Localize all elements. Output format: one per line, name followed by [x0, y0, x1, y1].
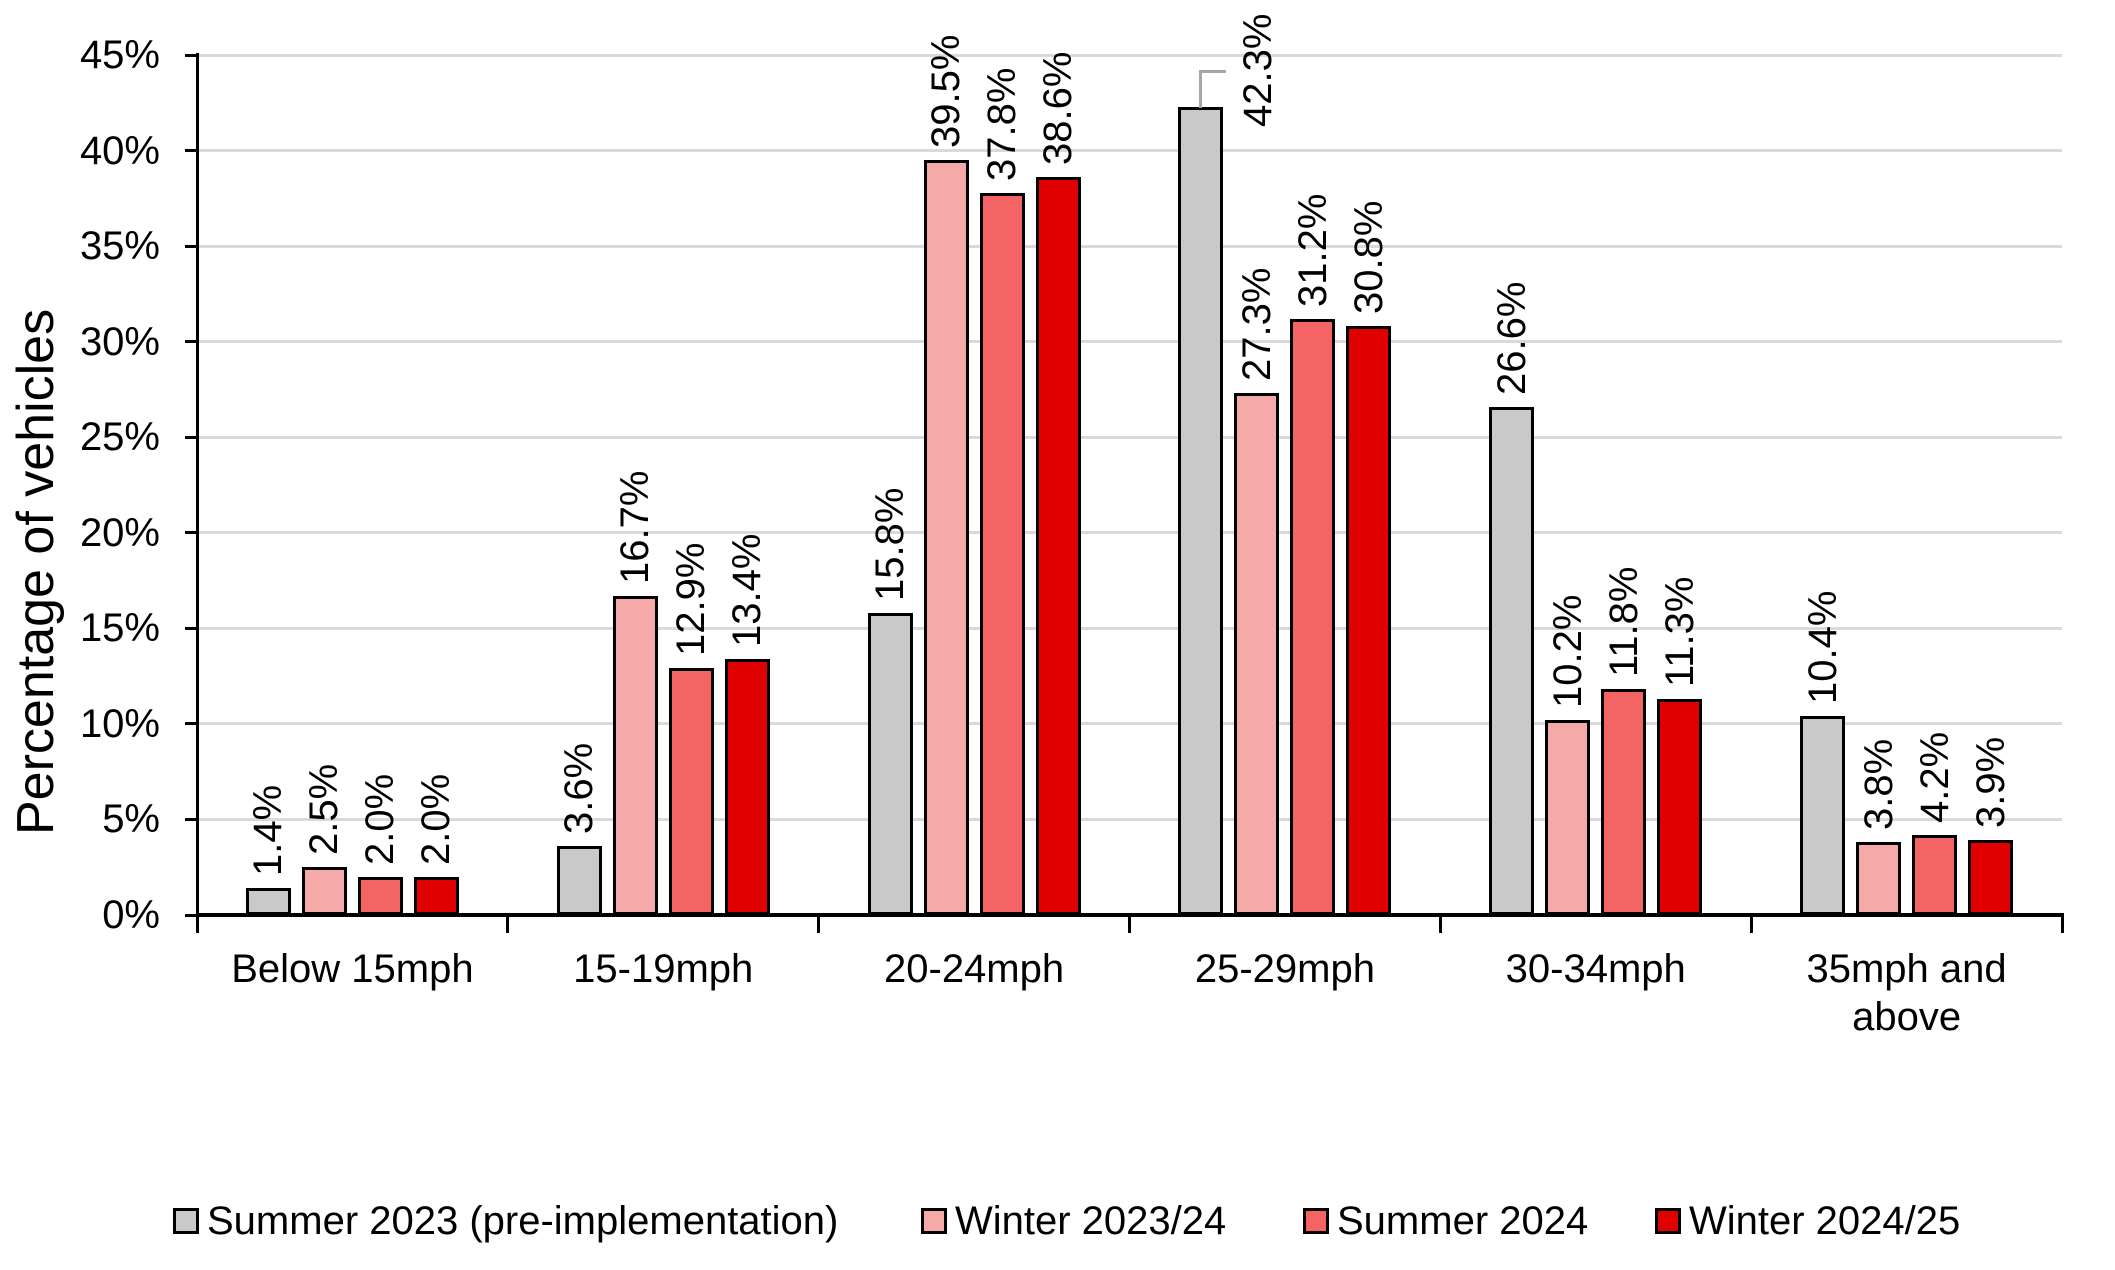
y-axis-tick [185, 626, 197, 630]
bar [867, 613, 913, 915]
gridline [197, 626, 2062, 630]
bar [1912, 834, 1958, 915]
y-tick-label: 20% [79, 510, 160, 555]
x-axis-tick [1749, 915, 1753, 933]
y-tick-label: 10% [79, 701, 160, 746]
bar [1800, 716, 1846, 915]
gridline [197, 53, 2062, 57]
bar [979, 192, 1025, 915]
bar [556, 846, 602, 915]
gridline [197, 817, 2062, 821]
x-axis-tick [817, 915, 821, 933]
category-label: Below 15mph [231, 947, 474, 991]
y-axis-tick [185, 149, 197, 153]
y-axis-tick [185, 435, 197, 439]
bar [1489, 406, 1535, 915]
legend-item: Summer 2024 [1303, 1196, 1588, 1246]
category-label: 15-19mph [573, 947, 754, 991]
leader-line-horizontal [1199, 69, 1226, 73]
y-axis-tick [185, 244, 197, 248]
bar [724, 658, 770, 915]
gridline [197, 244, 2062, 248]
legend-swatch [921, 1208, 947, 1234]
x-axis-tick [1438, 915, 1442, 933]
gridline [197, 340, 2062, 344]
y-axis-tick [185, 53, 197, 57]
y-tick-label: 25% [79, 415, 160, 460]
gridline [197, 531, 2062, 535]
y-axis-tick [185, 340, 197, 344]
y-tick-label: 45% [79, 33, 160, 77]
x-axis-tick [1128, 915, 1131, 933]
legend-item: Winter 2023/24 [921, 1196, 1226, 1246]
bar [413, 876, 459, 915]
gridline [197, 149, 2062, 153]
gridline [197, 435, 2062, 439]
bar [668, 668, 714, 915]
bar [1601, 689, 1647, 915]
category-label: 25-29mph [1194, 947, 1375, 991]
x-axis-tick [506, 915, 510, 933]
legend-item: Winter 2024/25 [1655, 1196, 1960, 1246]
bar [1178, 106, 1224, 915]
bar [1968, 840, 2014, 915]
y-axis-tick [185, 722, 197, 726]
bar [357, 876, 403, 915]
bar [612, 595, 658, 915]
legend-label: Summer 2024 [1337, 1199, 1589, 1243]
legend-label: Summer 2023 (pre-implementation) [207, 1199, 839, 1243]
y-tick-label: 15% [79, 606, 160, 651]
legend-label: Winter 2023/24 [955, 1199, 1227, 1243]
y-tick-label: 35% [79, 224, 160, 269]
y-axis-tick [185, 531, 197, 535]
bar [1657, 699, 1703, 915]
category-label: 20-24mph [884, 947, 1065, 991]
y-axis-tick [185, 817, 197, 821]
bar [1234, 393, 1280, 915]
bar [923, 160, 969, 915]
x-axis-tick [2060, 915, 2064, 933]
bar [1290, 318, 1336, 915]
legend-item: Summer 2023 (pre-implementation) [173, 1196, 838, 1246]
bar [245, 888, 291, 915]
category-label: 35mph and above [1806, 947, 2007, 1039]
y-tick-label: 5% [102, 797, 160, 842]
category-label: 30-34mph [1505, 947, 1686, 991]
legend-swatch [1303, 1208, 1329, 1234]
y-tick-label: 30% [79, 319, 160, 364]
y-tick-label: 0% [102, 893, 160, 937]
leader-line-vertical [1199, 69, 1203, 108]
y-axis-line [195, 53, 199, 917]
gridline [197, 722, 2062, 726]
y-axis-tick [185, 913, 197, 917]
bar [1035, 177, 1081, 915]
legend-swatch [173, 1208, 199, 1234]
legend-swatch [1655, 1208, 1681, 1234]
bar [1346, 326, 1392, 915]
bar [1545, 720, 1591, 915]
x-axis-tick [195, 915, 199, 933]
legend-label: Winter 2024/25 [1689, 1199, 1961, 1243]
y-tick-label: 40% [79, 128, 160, 173]
